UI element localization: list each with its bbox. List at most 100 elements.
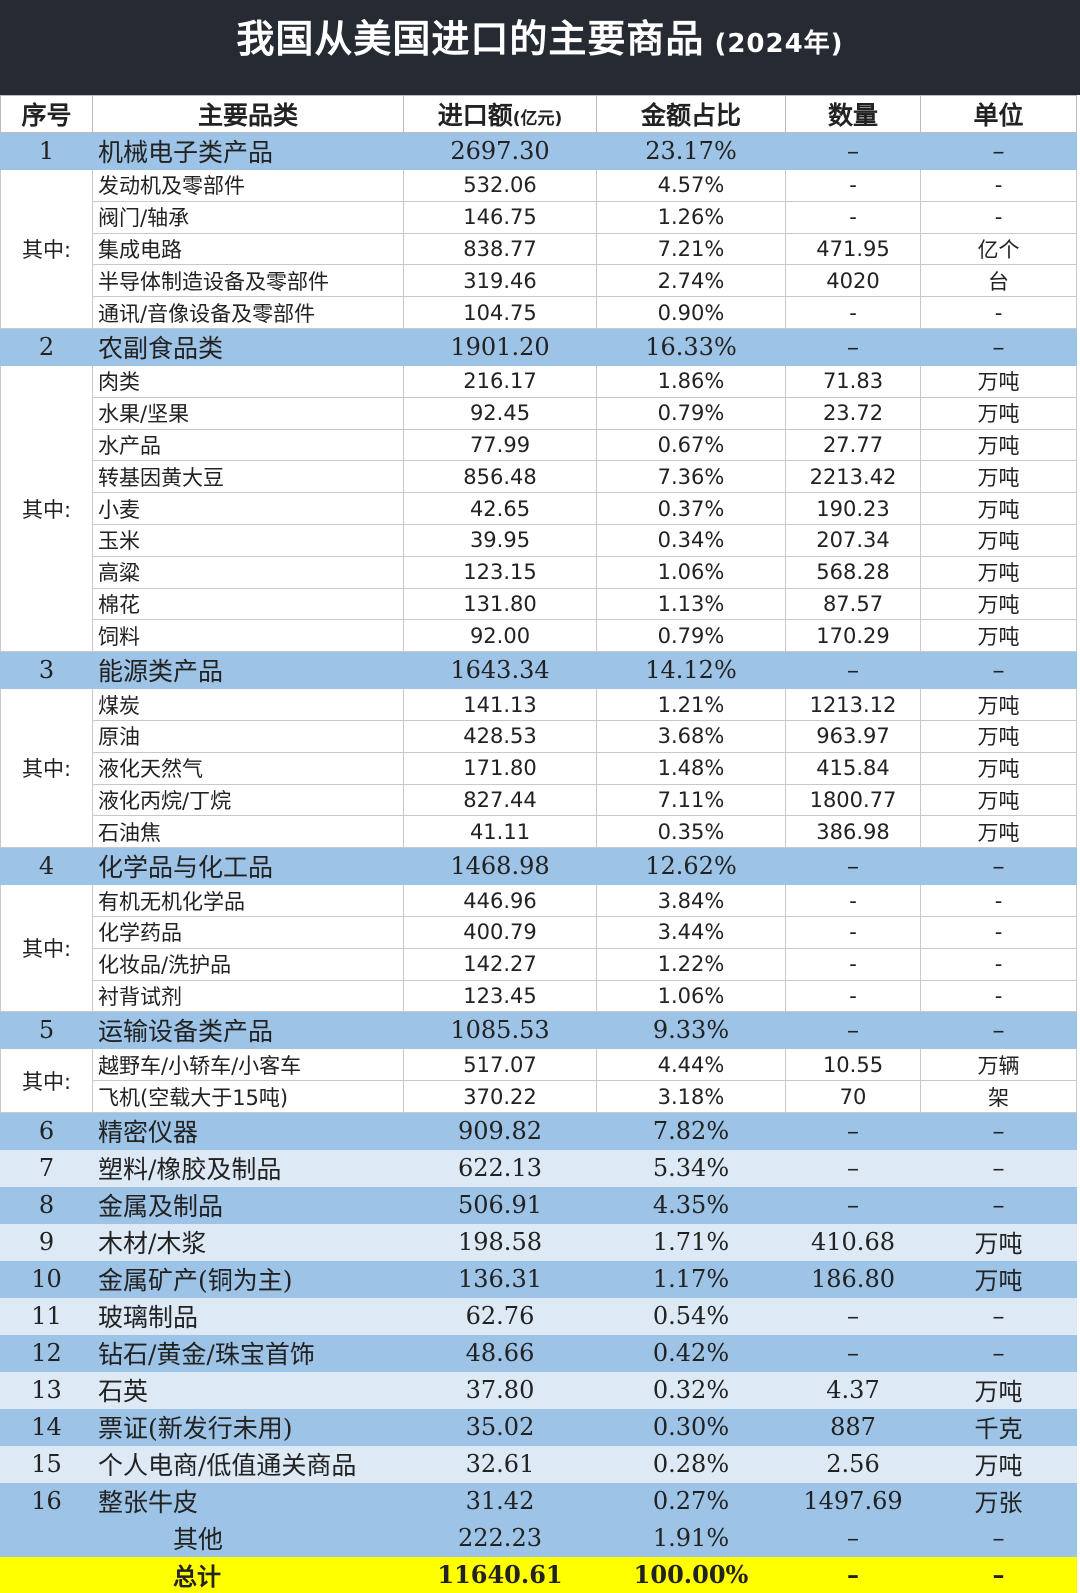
amount-cell: 856.48 [403, 460, 597, 494]
quantity-cell: – [785, 1555, 921, 1593]
unit-cell: 亿个 [920, 232, 1077, 266]
share-cell: 2.74% [596, 264, 786, 298]
title-bar: 我国从美国进口的主要商品 (2024年) [0, 0, 1080, 95]
quantity-cell: – [785, 1185, 921, 1224]
category-row: 15 个人电商/低值通关商品 32.61 0.28% 2.56 万吨 [0, 1444, 1077, 1483]
category-row: 9 木材/木浆 198.58 1.71% 410.68 万吨 [0, 1222, 1077, 1261]
header-amount-label: 进口额 [437, 101, 513, 130]
quantity-cell: – [785, 327, 921, 366]
unit-cell: 万吨 [920, 555, 1077, 589]
share-cell: 0.67% [596, 428, 786, 462]
category-cell: 个人电商/低值通关商品 [92, 1444, 404, 1483]
quantity-cell: - [785, 947, 921, 981]
unit-cell: 台 [920, 264, 1077, 298]
category-cell: 液化丙烷/丁烷 [92, 783, 404, 817]
subcategory-row: 阀门/轴承 146.75 1.26% - - [1, 200, 1077, 234]
unit-cell: – [920, 651, 1077, 690]
quantity-cell: 410.68 [785, 1222, 921, 1261]
quantity-cell: – [785, 1111, 921, 1150]
amount-cell: 37.80 [403, 1370, 597, 1409]
share-cell: 0.30% [596, 1407, 786, 1446]
group-label-cell: 其中: [0, 169, 93, 329]
unit-cell: 万吨 [920, 783, 1077, 817]
category-cell: 农副食品类 [92, 327, 404, 366]
seq-cell-empty [0, 1518, 93, 1557]
unit-cell: 万吨 [920, 619, 1077, 653]
amount-cell: 400.79 [403, 915, 597, 949]
category-row: 13 石英 37.80 0.32% 4.37 万吨 [0, 1370, 1077, 1409]
amount-cell: 1468.98 [403, 847, 597, 886]
amount-cell: 370.22 [403, 1080, 597, 1113]
amount-cell: 31.42 [403, 1481, 597, 1520]
quantity-cell: 887 [785, 1407, 921, 1446]
share-cell: 12.62% [596, 847, 786, 886]
amount-cell: 171.80 [403, 751, 597, 785]
quantity-cell: 10.55 [785, 1048, 921, 1082]
category-cell: 金属矿产(铜为主) [92, 1259, 404, 1298]
quantity-cell: 1213.12 [785, 688, 921, 721]
subcategory-row: 通讯/音像设备及零部件 104.75 0.90% - - [1, 296, 1077, 329]
group-label-cell: 其中: [0, 884, 93, 1013]
quantity-cell: 186.80 [785, 1259, 921, 1298]
unit-cell: 万吨 [920, 688, 1077, 721]
seq-cell: 3 [0, 651, 93, 690]
category-cell: 越野车/小轿车/小客车 [92, 1048, 404, 1082]
seq-cell: 13 [0, 1370, 93, 1409]
unit-cell: - [920, 979, 1077, 1013]
unit-cell: – [920, 1111, 1077, 1150]
unit-cell: 万吨 [920, 1444, 1077, 1483]
amount-cell: 142.27 [403, 947, 597, 981]
subcategory-row: 饲料 92.00 0.79% 170.29 万吨 [1, 619, 1077, 653]
quantity-cell: 190.23 [785, 492, 921, 525]
share-cell: 7.36% [596, 460, 786, 494]
share-cell: 1.91% [596, 1518, 786, 1557]
subcategory-row: 高粱 123.15 1.06% 568.28 万吨 [1, 555, 1077, 589]
subcategory-row: 集成电路 838.77 7.21% 471.95 亿个 [1, 232, 1077, 266]
category-cell: 液化天然气 [92, 751, 404, 785]
seq-cell: 16 [0, 1481, 93, 1520]
unit-cell: – [920, 1296, 1077, 1335]
seq-cell: 11 [0, 1296, 93, 1335]
subcategory-row: 水果/坚果 92.45 0.79% 23.72 万吨 [1, 396, 1077, 430]
category-cell: 玻璃制品 [92, 1296, 404, 1335]
category-cell: 高粱 [92, 555, 404, 589]
share-cell: 23.17% [596, 132, 786, 170]
category-cell: 化学品与化工品 [92, 847, 404, 886]
amount-cell: 532.06 [403, 169, 597, 202]
category-cell: 阀门/轴承 [92, 200, 404, 234]
share-cell: 14.12% [596, 651, 786, 690]
amount-cell: 827.44 [403, 783, 597, 817]
quantity-cell: – [785, 1518, 921, 1557]
share-cell: 1.06% [596, 979, 786, 1013]
share-cell: 1.06% [596, 555, 786, 589]
quantity-cell: – [785, 1333, 921, 1372]
subcategory-row: 飞机(空载大于15吨) 370.22 3.18% 70 架 [1, 1080, 1077, 1113]
unit-cell: – [920, 132, 1077, 170]
seq-cell: 2 [0, 327, 93, 366]
category-cell: 发动机及零部件 [92, 169, 404, 202]
group-label-cell: 其中: [0, 364, 93, 653]
unit-cell: 万吨 [920, 364, 1077, 398]
quantity-cell: 963.97 [785, 719, 921, 753]
quantity-cell: 4.37 [785, 1370, 921, 1409]
category-row: 14 票证(新发行未用) 35.02 0.30% 887 千克 [0, 1407, 1077, 1446]
header-quantity: 数量 [785, 95, 921, 133]
quantity-cell: 471.95 [785, 232, 921, 266]
category-cell: 棉花 [92, 587, 404, 621]
category-cell: 飞机(空载大于15吨) [92, 1080, 404, 1113]
category-cell: 原油 [92, 719, 404, 753]
quantity-cell: – [785, 847, 921, 886]
quantity-cell: - [785, 200, 921, 234]
unit-cell: – [920, 1011, 1077, 1050]
category-cell: 金属及制品 [92, 1185, 404, 1224]
header-unit: 单位 [920, 95, 1077, 133]
unit-cell: – [920, 847, 1077, 886]
header-category: 主要品类 [92, 95, 404, 133]
share-cell: 0.79% [596, 396, 786, 430]
subcategory-row: 小麦 42.65 0.37% 190.23 万吨 [1, 492, 1077, 525]
amount-cell: 42.65 [403, 492, 597, 525]
share-cell: 7.21% [596, 232, 786, 266]
category-cell: 半导体制造设备及零部件 [92, 264, 404, 298]
category-cell: 转基因黄大豆 [92, 460, 404, 494]
share-cell: 1.17% [596, 1259, 786, 1298]
